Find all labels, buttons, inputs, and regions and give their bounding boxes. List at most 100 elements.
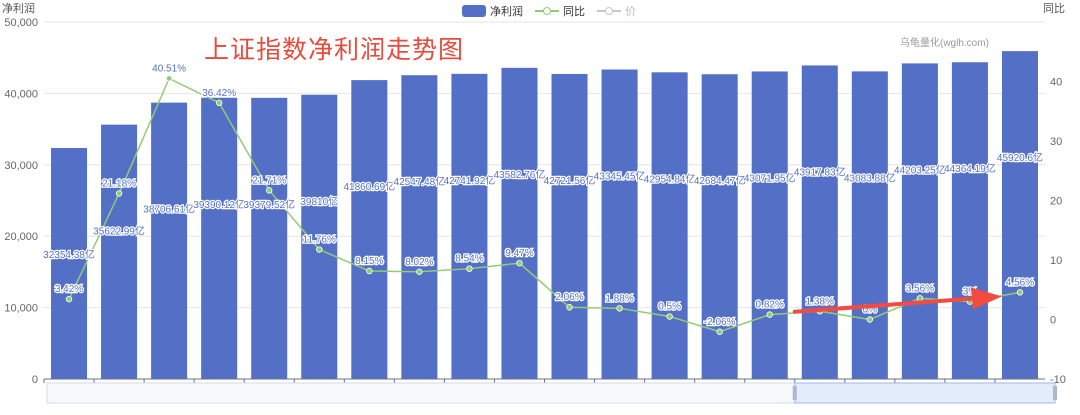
legend-item-yoy[interactable]: 同比 (535, 3, 585, 19)
bar-series (51, 51, 1038, 380)
bar-value-label: 39810亿 (300, 195, 338, 208)
bar (151, 102, 188, 380)
yoy-value-label: 21.71% (252, 175, 286, 186)
zoom-handle-right (1053, 386, 1057, 400)
line-circle-icon (535, 5, 559, 17)
bar-value-label: 42954.84亿 (644, 172, 696, 185)
bar-value-label: 39390.12亿 (193, 198, 245, 211)
left-axis-name: 净利润 (2, 3, 35, 15)
yoy-point (666, 313, 673, 320)
yoy-point (65, 295, 73, 303)
yoy-point (215, 99, 223, 107)
y-right-tick-label: 0 (1050, 315, 1056, 327)
bar-value-label: 44364.19亿 (944, 162, 996, 175)
bar-value-label: 43582.76亿 (494, 168, 546, 181)
y-left-tick-label: 40,000 (4, 88, 38, 100)
right-axis-name: 同比 (1043, 3, 1065, 15)
yoy-point (316, 246, 323, 253)
y-right-tick-label: 40 (1050, 77, 1062, 89)
zoom-window (794, 382, 1056, 404)
yoy-point (266, 187, 273, 194)
bar (901, 63, 938, 379)
bar-value-label: 35622.99亿 (93, 225, 145, 238)
bar (501, 67, 538, 379)
y-right-tick-label: 20 (1050, 196, 1062, 208)
y-left-tick-label: 0 (32, 374, 38, 386)
yoy-value-label: 8.02% (405, 257, 433, 268)
y-right-tick-label: 10 (1050, 255, 1062, 267)
bar-value-label: 43083.88亿 (844, 171, 896, 184)
yoy-point (766, 311, 773, 318)
yoy-line (68, 77, 1021, 333)
watermark: 乌龟量化(wglh.com) (900, 38, 989, 49)
yoy-value-label: 40.51% (152, 63, 186, 74)
yoy-point (165, 75, 173, 82)
zoom-handle-left (792, 386, 797, 400)
yoy-value-label: 9.47% (505, 248, 533, 259)
bar (651, 72, 688, 380)
yoy-point (866, 316, 874, 323)
bar (401, 75, 438, 379)
yoy-value-label: 1.88% (605, 293, 633, 304)
bar (551, 73, 588, 379)
line-circle-icon (597, 5, 621, 17)
annotation-arrow (792, 287, 1002, 314)
bar (751, 71, 788, 379)
yoy-point (566, 304, 573, 311)
bar (451, 73, 488, 379)
yoy-value-label: 0.5% (658, 302, 681, 313)
yoy-value-label: -2.06% (704, 317, 736, 328)
yoy-value-label: 4.56% (1006, 277, 1034, 288)
yoy-value-label: 1.38% (806, 296, 834, 307)
bar (301, 94, 338, 380)
yoy-value-label: 8.54% (455, 254, 483, 265)
bar-value-label: 42547.48亿 (394, 175, 446, 188)
yoy-value-label: 3.56% (906, 283, 934, 294)
bar-swatch-icon (462, 5, 486, 17)
bar (351, 80, 388, 379)
data-zoom-slider[interactable] (46, 382, 1057, 404)
y-left-tick-label: 50,000 (4, 17, 38, 29)
bar (251, 97, 288, 379)
bar-value-label: 42684.47亿 (694, 174, 746, 187)
yoy-point (115, 190, 123, 197)
data-labels: 32354.38亿 35622.99亿 38706.61亿39390.12亿3937… (42, 62, 1044, 329)
bar-value-label: 32354.38亿 (43, 248, 95, 261)
bar-value-label: 42741.92亿 (444, 174, 496, 187)
yoy-point (1016, 289, 1024, 296)
bar-value-label: 43345.45亿 (594, 170, 646, 183)
bar-value-label: 39379.52亿 (243, 198, 295, 211)
y-left-tick-label: 10,000 (4, 303, 38, 315)
legend-label: 净利润 (490, 6, 523, 18)
yoy-value-label: 0.82% (756, 300, 784, 311)
bar-value-label: 43071.95亿 (744, 171, 796, 184)
legend-item-price[interactable]: 价 (597, 3, 636, 19)
bar (201, 97, 238, 379)
legend: 净利润 同比 价 (462, 3, 636, 19)
yoy-value-label: 21.18% (102, 178, 136, 189)
bar (51, 147, 88, 379)
y-left-tick-label: 30,000 (4, 160, 38, 172)
y-right-tick-label: 30 (1050, 136, 1062, 148)
bar-value-label: 41860.69亿 (343, 180, 395, 193)
yoy-point (916, 295, 924, 302)
bar-value-label: 44203.25亿 (894, 163, 946, 176)
bar-value-label: 42721.56亿 (544, 174, 596, 187)
bar (1001, 51, 1038, 379)
bar (801, 65, 838, 379)
yoy-point (516, 259, 523, 267)
overlay-title: 上证指数净利润走势图 (204, 36, 465, 64)
bar-value-label: 43917.83亿 (794, 165, 846, 178)
legend-item-net-profit[interactable]: 净利润 (462, 3, 523, 19)
bar (601, 69, 638, 379)
yoy-point (616, 305, 623, 312)
bar (951, 62, 988, 379)
yoy-point (716, 328, 723, 335)
arrow-shaft (792, 296, 975, 314)
yoy-point (466, 265, 473, 272)
bar-value-label: 45920.6亿 (997, 151, 1043, 164)
yoy-value-label: 2.06% (555, 292, 583, 303)
yoy-point (416, 268, 423, 275)
yoy-value-label: 11.76% (303, 235, 336, 246)
